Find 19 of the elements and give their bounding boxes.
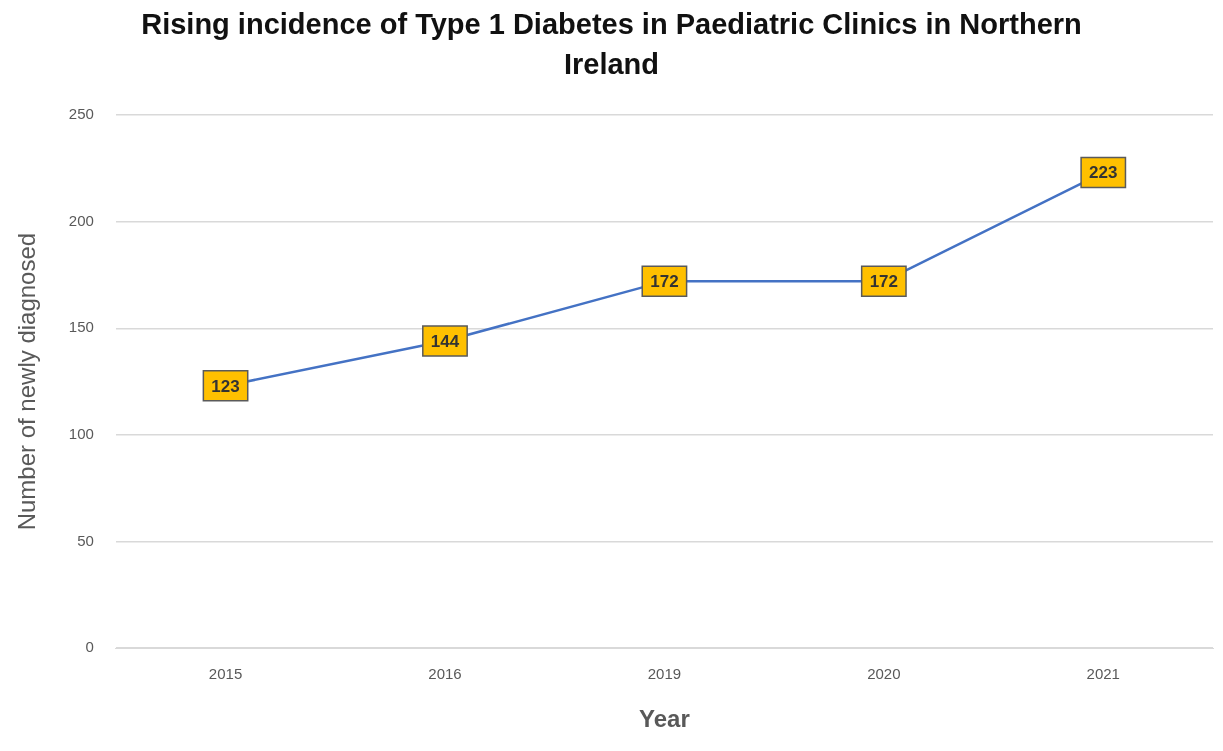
x-tick-label: 2021 xyxy=(1086,665,1120,683)
x-tick-label: 2019 xyxy=(647,665,682,683)
x-tick-label: 2015 xyxy=(208,665,243,683)
data-label: 144 xyxy=(430,331,460,351)
data-label: 172 xyxy=(869,272,899,292)
y-tick-label: 100 xyxy=(68,425,94,443)
y-tick-label: 50 xyxy=(77,531,94,549)
data-label: 123 xyxy=(211,376,240,396)
data-label: 223 xyxy=(1089,163,1118,183)
y-tick-label: 0 xyxy=(85,638,94,656)
y-axis-title: Number of newly diagnosed xyxy=(13,232,41,531)
y-tick-label: 250 xyxy=(68,105,94,123)
x-tick-label: 2016 xyxy=(428,665,462,683)
y-tick-label: 200 xyxy=(68,211,94,229)
x-axis-title: Year xyxy=(639,705,690,733)
y-tick-label: 150 xyxy=(68,318,94,336)
x-tick-label: 2020 xyxy=(867,665,901,683)
chart-title: Rising incidence of Type 1 Diabetes in Paediatric Clinics in Northern Ireland xyxy=(140,7,1083,82)
data-label: 172 xyxy=(650,272,679,292)
